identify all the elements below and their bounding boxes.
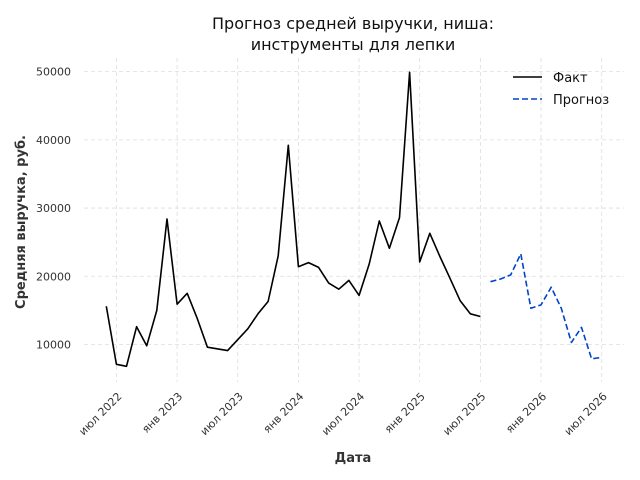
- x-axis-label: Дата: [335, 451, 372, 466]
- y-tick-label: 20000: [36, 270, 71, 283]
- x-tick-label: июл 2026: [562, 390, 610, 438]
- y-tick-labels: 10000 20000 30000 40000 50000: [36, 66, 71, 352]
- x-tick-label: янв 2026: [503, 390, 549, 436]
- x-tick-label: янв 2024: [261, 390, 307, 436]
- x-tick-label: янв 2025: [382, 390, 428, 436]
- series-line-actual: [105, 71, 481, 368]
- chart-title-line1: Прогноз средней выручки, ниша:: [212, 14, 494, 33]
- y-tick-label: 10000: [36, 338, 71, 351]
- series-line-forecast: [490, 253, 602, 360]
- legend: Факт Прогноз: [513, 71, 609, 108]
- grid: [84, 58, 624, 382]
- y-tick-label: 30000: [36, 202, 71, 215]
- legend-label: Прогноз: [553, 93, 609, 108]
- y-tick-label: 50000: [36, 66, 71, 79]
- x-tick-label: июл 2024: [319, 390, 367, 438]
- y-axis-label: Средняя выручка, руб.: [14, 135, 29, 309]
- legend-label: Факт: [553, 71, 588, 86]
- chart-title-line2: инструменты для лепки: [251, 35, 456, 54]
- x-tick-labels: июл 2022 янв 2023 июл 2023 янв 2024 июл 2024…: [76, 390, 609, 438]
- y-tick-label: 40000: [36, 134, 71, 147]
- series-lines: [105, 71, 602, 368]
- x-tick-label: июл 2022: [76, 390, 124, 438]
- x-tick-label: июл 2023: [198, 390, 246, 438]
- x-tick-label: июл 2025: [440, 390, 488, 438]
- x-tick-label: янв 2023: [139, 390, 185, 436]
